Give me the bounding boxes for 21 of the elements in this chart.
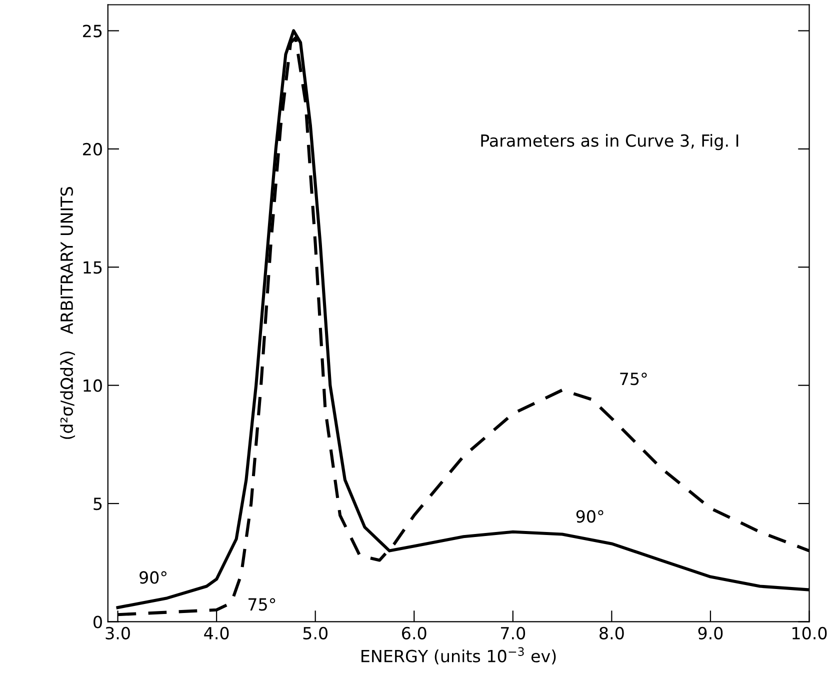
text: 75° (620, 372, 647, 386)
y-tick-label: 15 (84, 261, 102, 274)
x-tick-label: 9.0 (698, 626, 723, 640)
x-tick-label: 5.0 (303, 626, 328, 640)
series-label: 75° (248, 598, 276, 611)
x-axis-title: ENERGY (units 10$^{−3}$ ev) (362, 647, 556, 664)
x-tick-label: 4.0 (204, 626, 229, 640)
y-axis-title: (d²σ/dΩdλ) ARBITRARY UNITS (60, 187, 76, 439)
x-tick-label: 8.0 (600, 626, 624, 640)
y-tick-label: 0 (94, 616, 102, 628)
text: 90° (576, 510, 604, 523)
x-tick-label: 3.0 (106, 626, 130, 640)
y-tick-label: 25 (83, 24, 102, 38)
annotation: Parameters as in Curve 3, Fig. I (481, 134, 738, 150)
x-tick-label: 7.0 (501, 626, 526, 640)
x-tick-label: 6.0 (402, 626, 426, 640)
x-tick-label: 10.0 (792, 626, 827, 640)
y-tick-label: 10 (84, 379, 102, 392)
y-tick-label: 5 (94, 498, 102, 510)
series-label: 90° (140, 571, 166, 584)
y-tick-label: 20 (83, 142, 102, 156)
